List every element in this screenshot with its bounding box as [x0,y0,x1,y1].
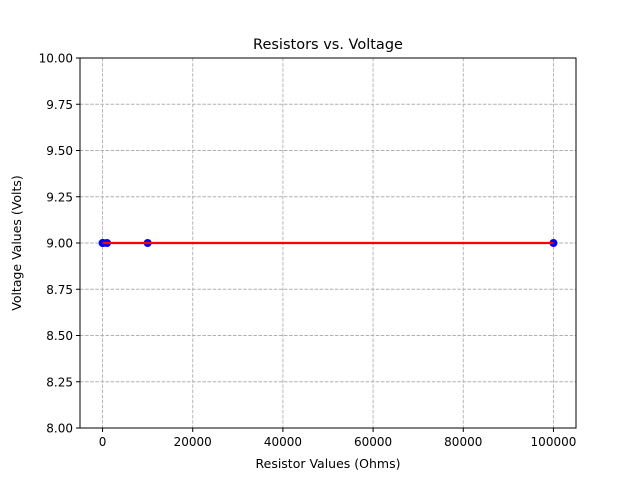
x-axis-label: Resistor Values (Ohms) [256,456,401,471]
x-tick-label: 100000 [531,435,577,449]
y-axis-label: Voltage Values (Volts) [9,175,24,311]
chart-title: Resistors vs. Voltage [253,37,403,53]
x-tick-label: 20000 [174,435,212,449]
y-tick-label: 8.75 [46,283,73,297]
y-tick-label: 9.00 [46,237,73,251]
x-tick-label: 80000 [444,435,482,449]
x-tick-label: 40000 [264,435,302,449]
x-tick-label: 0 [99,435,107,449]
y-tick-label: 8.00 [46,422,73,436]
y-tick-label: 8.25 [46,375,73,389]
y-tick-label: 9.25 [46,190,73,204]
plot-data [98,239,558,247]
y-tick-label: 9.50 [46,144,73,158]
y-tick-label: 9.75 [46,98,73,112]
x-tick-label: 60000 [354,435,392,449]
y-tick-label: 10.00 [39,52,73,66]
axis-ticks: 0 20000 40000 60000 80000 100000 8.00 8.25 8.50 8… [39,52,577,450]
y-tick-label: 8.50 [46,329,73,343]
